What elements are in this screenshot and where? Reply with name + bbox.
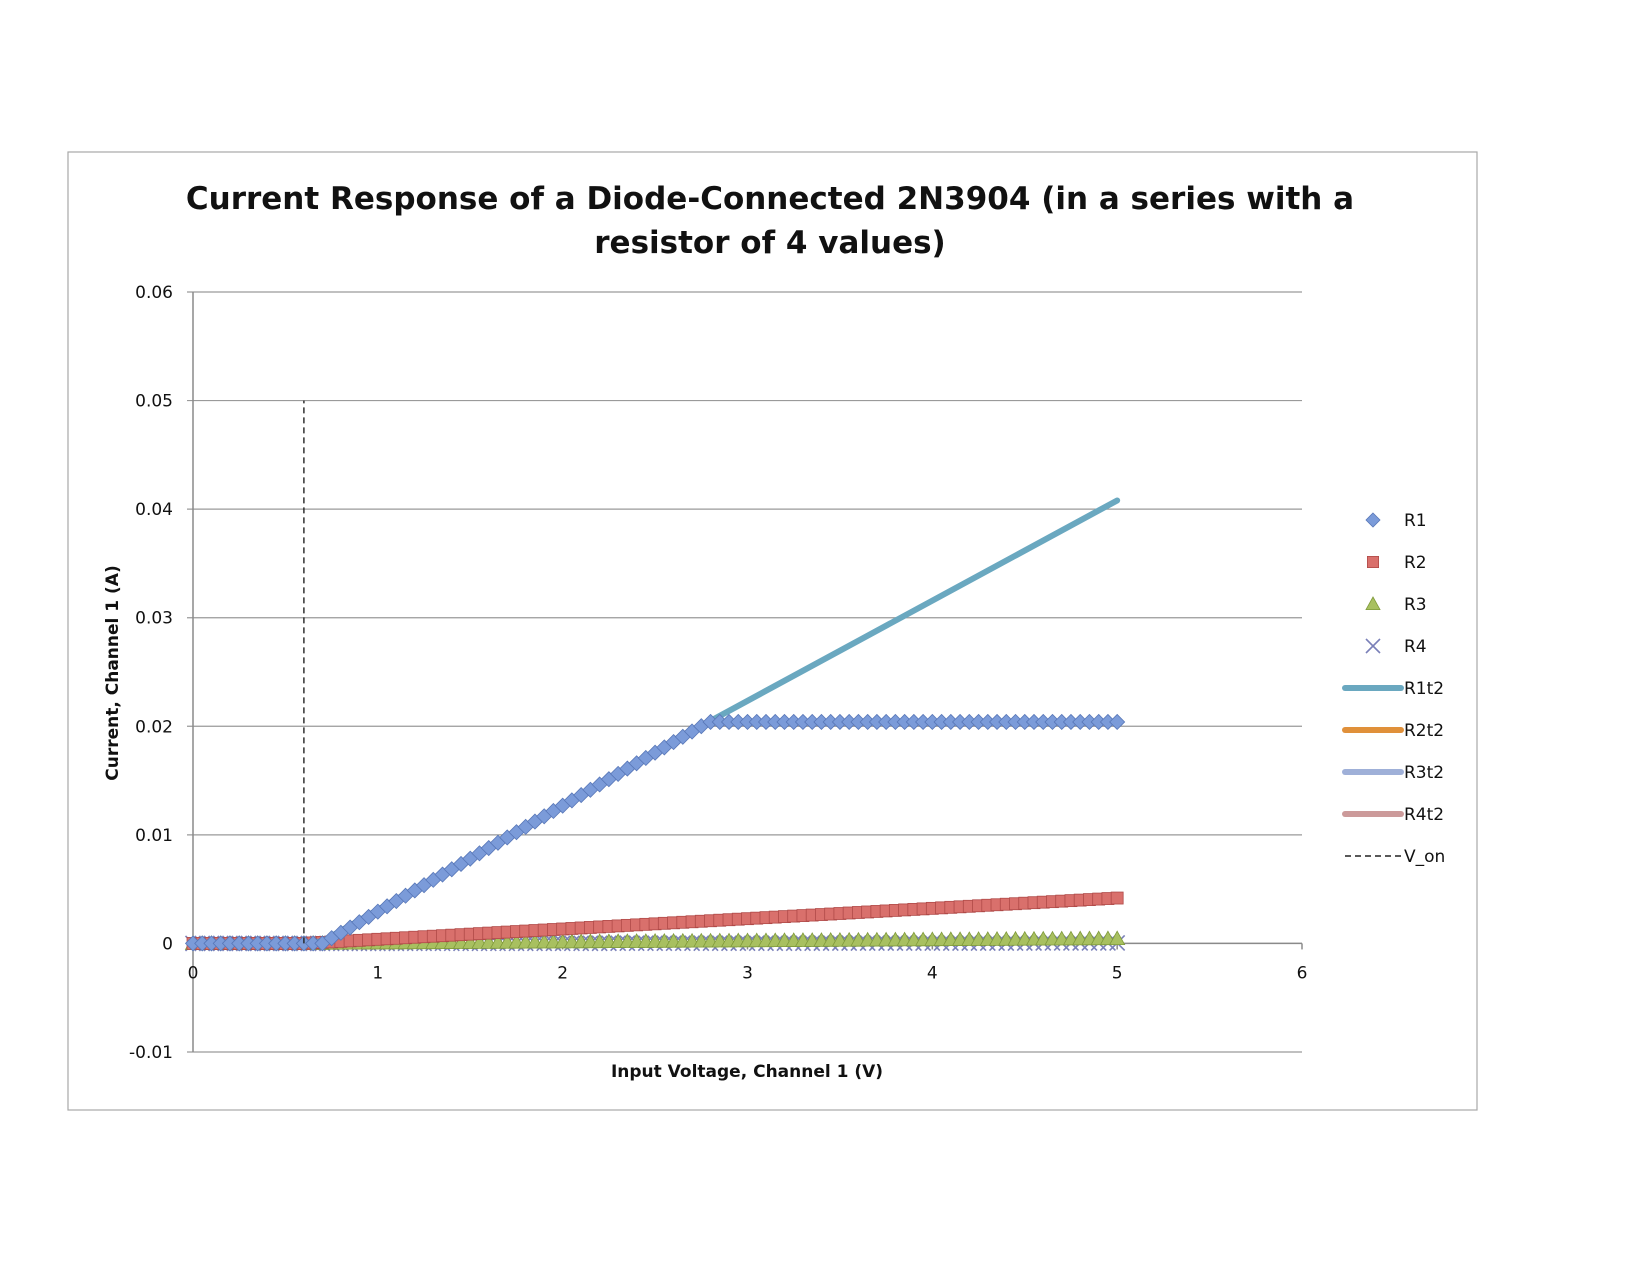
legend-label-R4t2: R4t2	[1404, 805, 1444, 825]
x-tick-label: 1	[372, 963, 383, 983]
y-axis-label: Current, Channel 1 (A)	[103, 565, 123, 780]
legend-symbol-R2	[1367, 556, 1380, 569]
legend-symbol-R4	[1365, 638, 1381, 654]
legend-symbol-R3	[1365, 596, 1381, 610]
x-tick-labels: 0 1 2 3 4 5 6	[188, 963, 1308, 983]
legend-label-R3t2: R3t2	[1404, 763, 1444, 783]
x-tick-label: 5	[1112, 963, 1123, 983]
x-tick-label: 0	[188, 963, 199, 983]
chart-title-line-1: Current Response of a Diode-Connected 2N…	[186, 181, 1354, 217]
legend-label-R2t2: R2t2	[1404, 721, 1444, 741]
chart-title-line-2: resistor of 4 values)	[594, 225, 945, 261]
point-R3	[1108, 930, 1126, 946]
legend-label-V_on: V_on	[1404, 847, 1445, 867]
chart-area-border	[67, 151, 1478, 1111]
legend-item-R2t2: R2t2	[1342, 721, 1444, 741]
point-R1	[1109, 713, 1126, 731]
legend-label-R1t2: R1t2	[1404, 679, 1444, 699]
legend-item-R1t2: R1t2	[1342, 679, 1444, 699]
legend-item-R3: R3	[1365, 595, 1427, 615]
legend-label-R4: R4	[1404, 637, 1427, 657]
y-tick-label: 0.04	[135, 500, 173, 520]
legend-label-R1: R1	[1404, 511, 1427, 531]
point-R2	[1110, 891, 1124, 905]
x-tick-label: 3	[742, 963, 753, 983]
legend-item-V_on: V_on	[1345, 847, 1445, 867]
legend-item-R2: R2	[1367, 553, 1427, 573]
plot-series	[184, 400, 1126, 952]
series-R1	[184, 713, 1126, 952]
y-tick-label: 0.03	[135, 609, 173, 629]
y-tick-label: 0.02	[135, 717, 173, 737]
y-tick-label: 0	[162, 934, 173, 954]
legend-label-R2: R2	[1404, 553, 1427, 573]
y-tick-label: 0.06	[135, 283, 173, 303]
y-tick-label: 0.05	[135, 392, 173, 412]
y-tick-label: 0.01	[135, 826, 173, 846]
x-axis-label: Input Voltage, Channel 1 (V)	[611, 1062, 883, 1082]
legend-item-R4: R4	[1365, 637, 1427, 657]
legend: R1 R2 R3 R4 R1t2 R2t2 R3t2 R4t2 V_on	[1342, 511, 1445, 867]
x-tick-label: 6	[1297, 963, 1308, 983]
legend-item-R1: R1	[1365, 511, 1427, 531]
legend-symbol-R1	[1365, 512, 1381, 528]
y-tick-labels: -0.01 0 0.01 0.02 0.03 0.04 0.05 0.06	[129, 283, 173, 1063]
x-tick-label: 2	[557, 963, 568, 983]
legend-item-R4t2: R4t2	[1342, 805, 1444, 825]
x-tick-label: 4	[927, 963, 938, 983]
legend-label-R3: R3	[1404, 595, 1427, 615]
legend-item-R3t2: R3t2	[1342, 763, 1444, 783]
y-tick-label: -0.01	[129, 1043, 173, 1063]
